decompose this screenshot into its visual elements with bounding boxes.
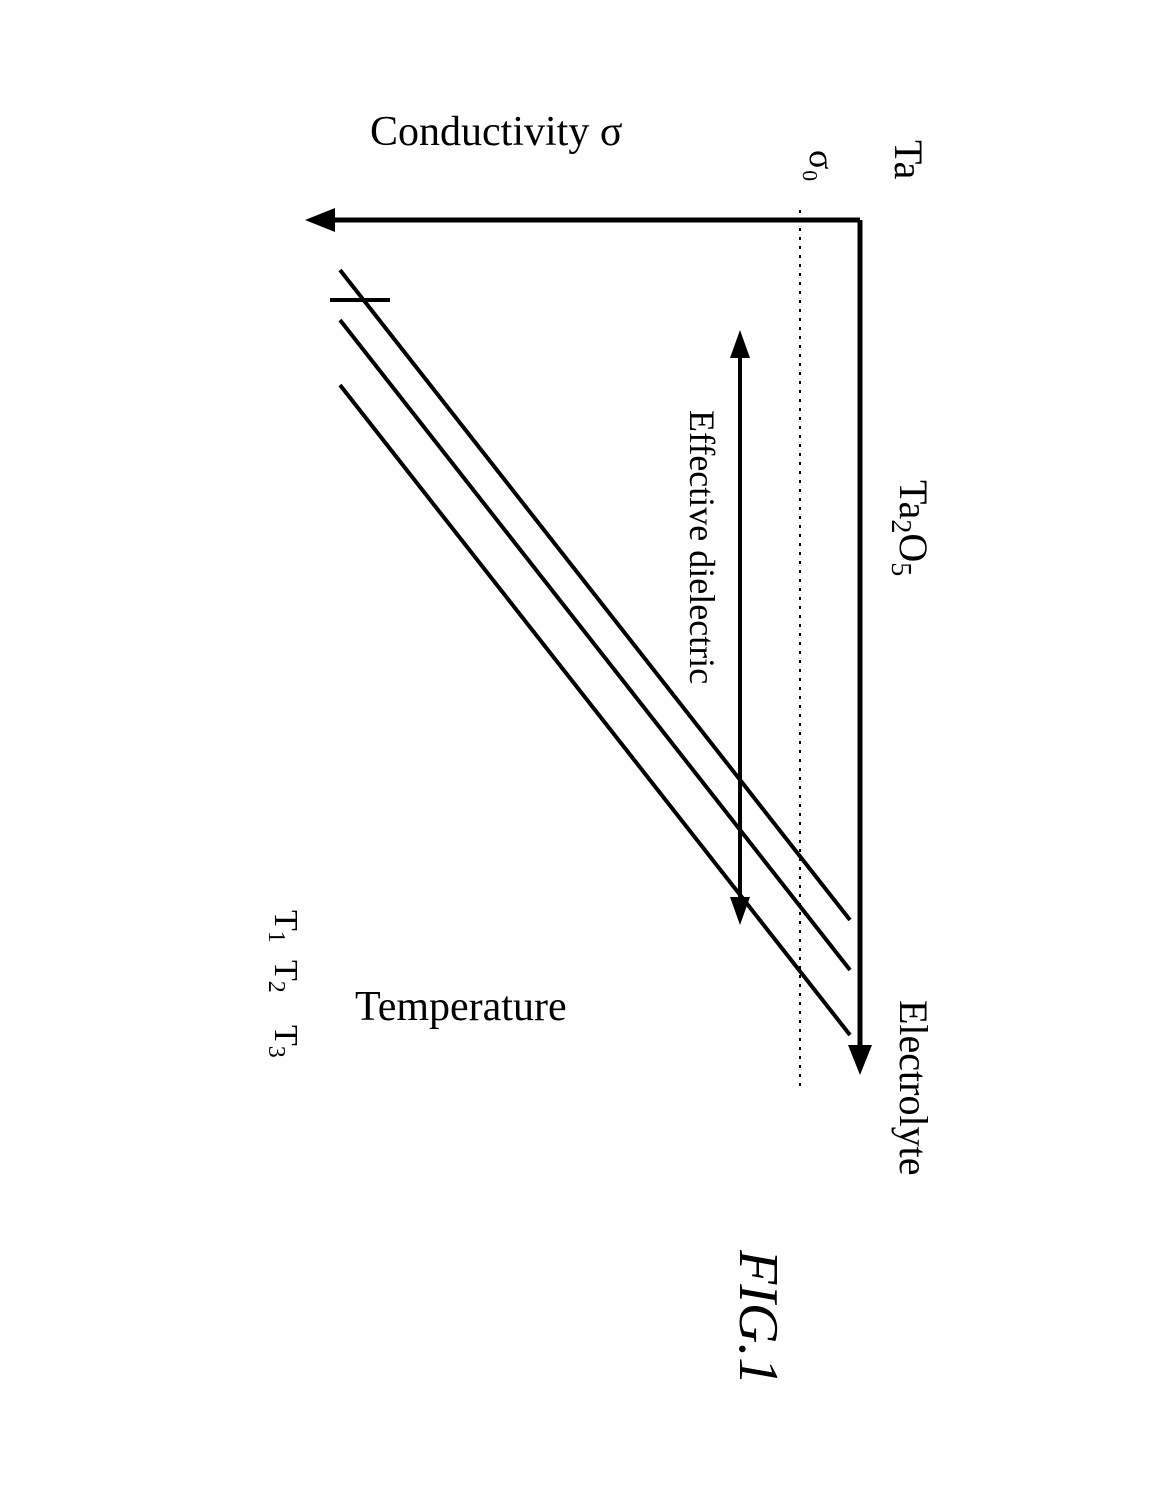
figure-caption: FIG.1 bbox=[727, 1249, 789, 1385]
figure-container: Conductivity σ σ₀ Ta Ta2O5 Electrolyte T… bbox=[40, 40, 1129, 1464]
region-ta2o5: Ta2O5 bbox=[885, 480, 936, 576]
line-t1 bbox=[340, 270, 850, 920]
temperature-label: Temperature bbox=[355, 984, 567, 1030]
distance-arrowhead bbox=[848, 1045, 872, 1075]
diagram-svg: Conductivity σ σ₀ Ta Ta2O5 Electrolyte T… bbox=[40, 40, 1129, 1464]
conductivity-arrowhead bbox=[305, 208, 335, 232]
sigma0-label: σ₀ bbox=[802, 150, 842, 182]
t3-label: T3 bbox=[263, 1025, 304, 1058]
line-t2 bbox=[340, 320, 850, 970]
region-electrolyte: Electrolyte bbox=[891, 1000, 936, 1175]
effective-arrow-top bbox=[730, 330, 750, 358]
line-t3 bbox=[340, 385, 850, 1035]
t1-label: T1 bbox=[263, 910, 304, 943]
effective-dielectric-label: Effective dielectric bbox=[682, 410, 722, 684]
conductivity-label: Conductivity σ bbox=[370, 109, 622, 155]
region-ta: Ta bbox=[886, 140, 931, 180]
effective-arrow-bottom bbox=[730, 897, 750, 925]
t2-label: T2 bbox=[263, 960, 304, 993]
